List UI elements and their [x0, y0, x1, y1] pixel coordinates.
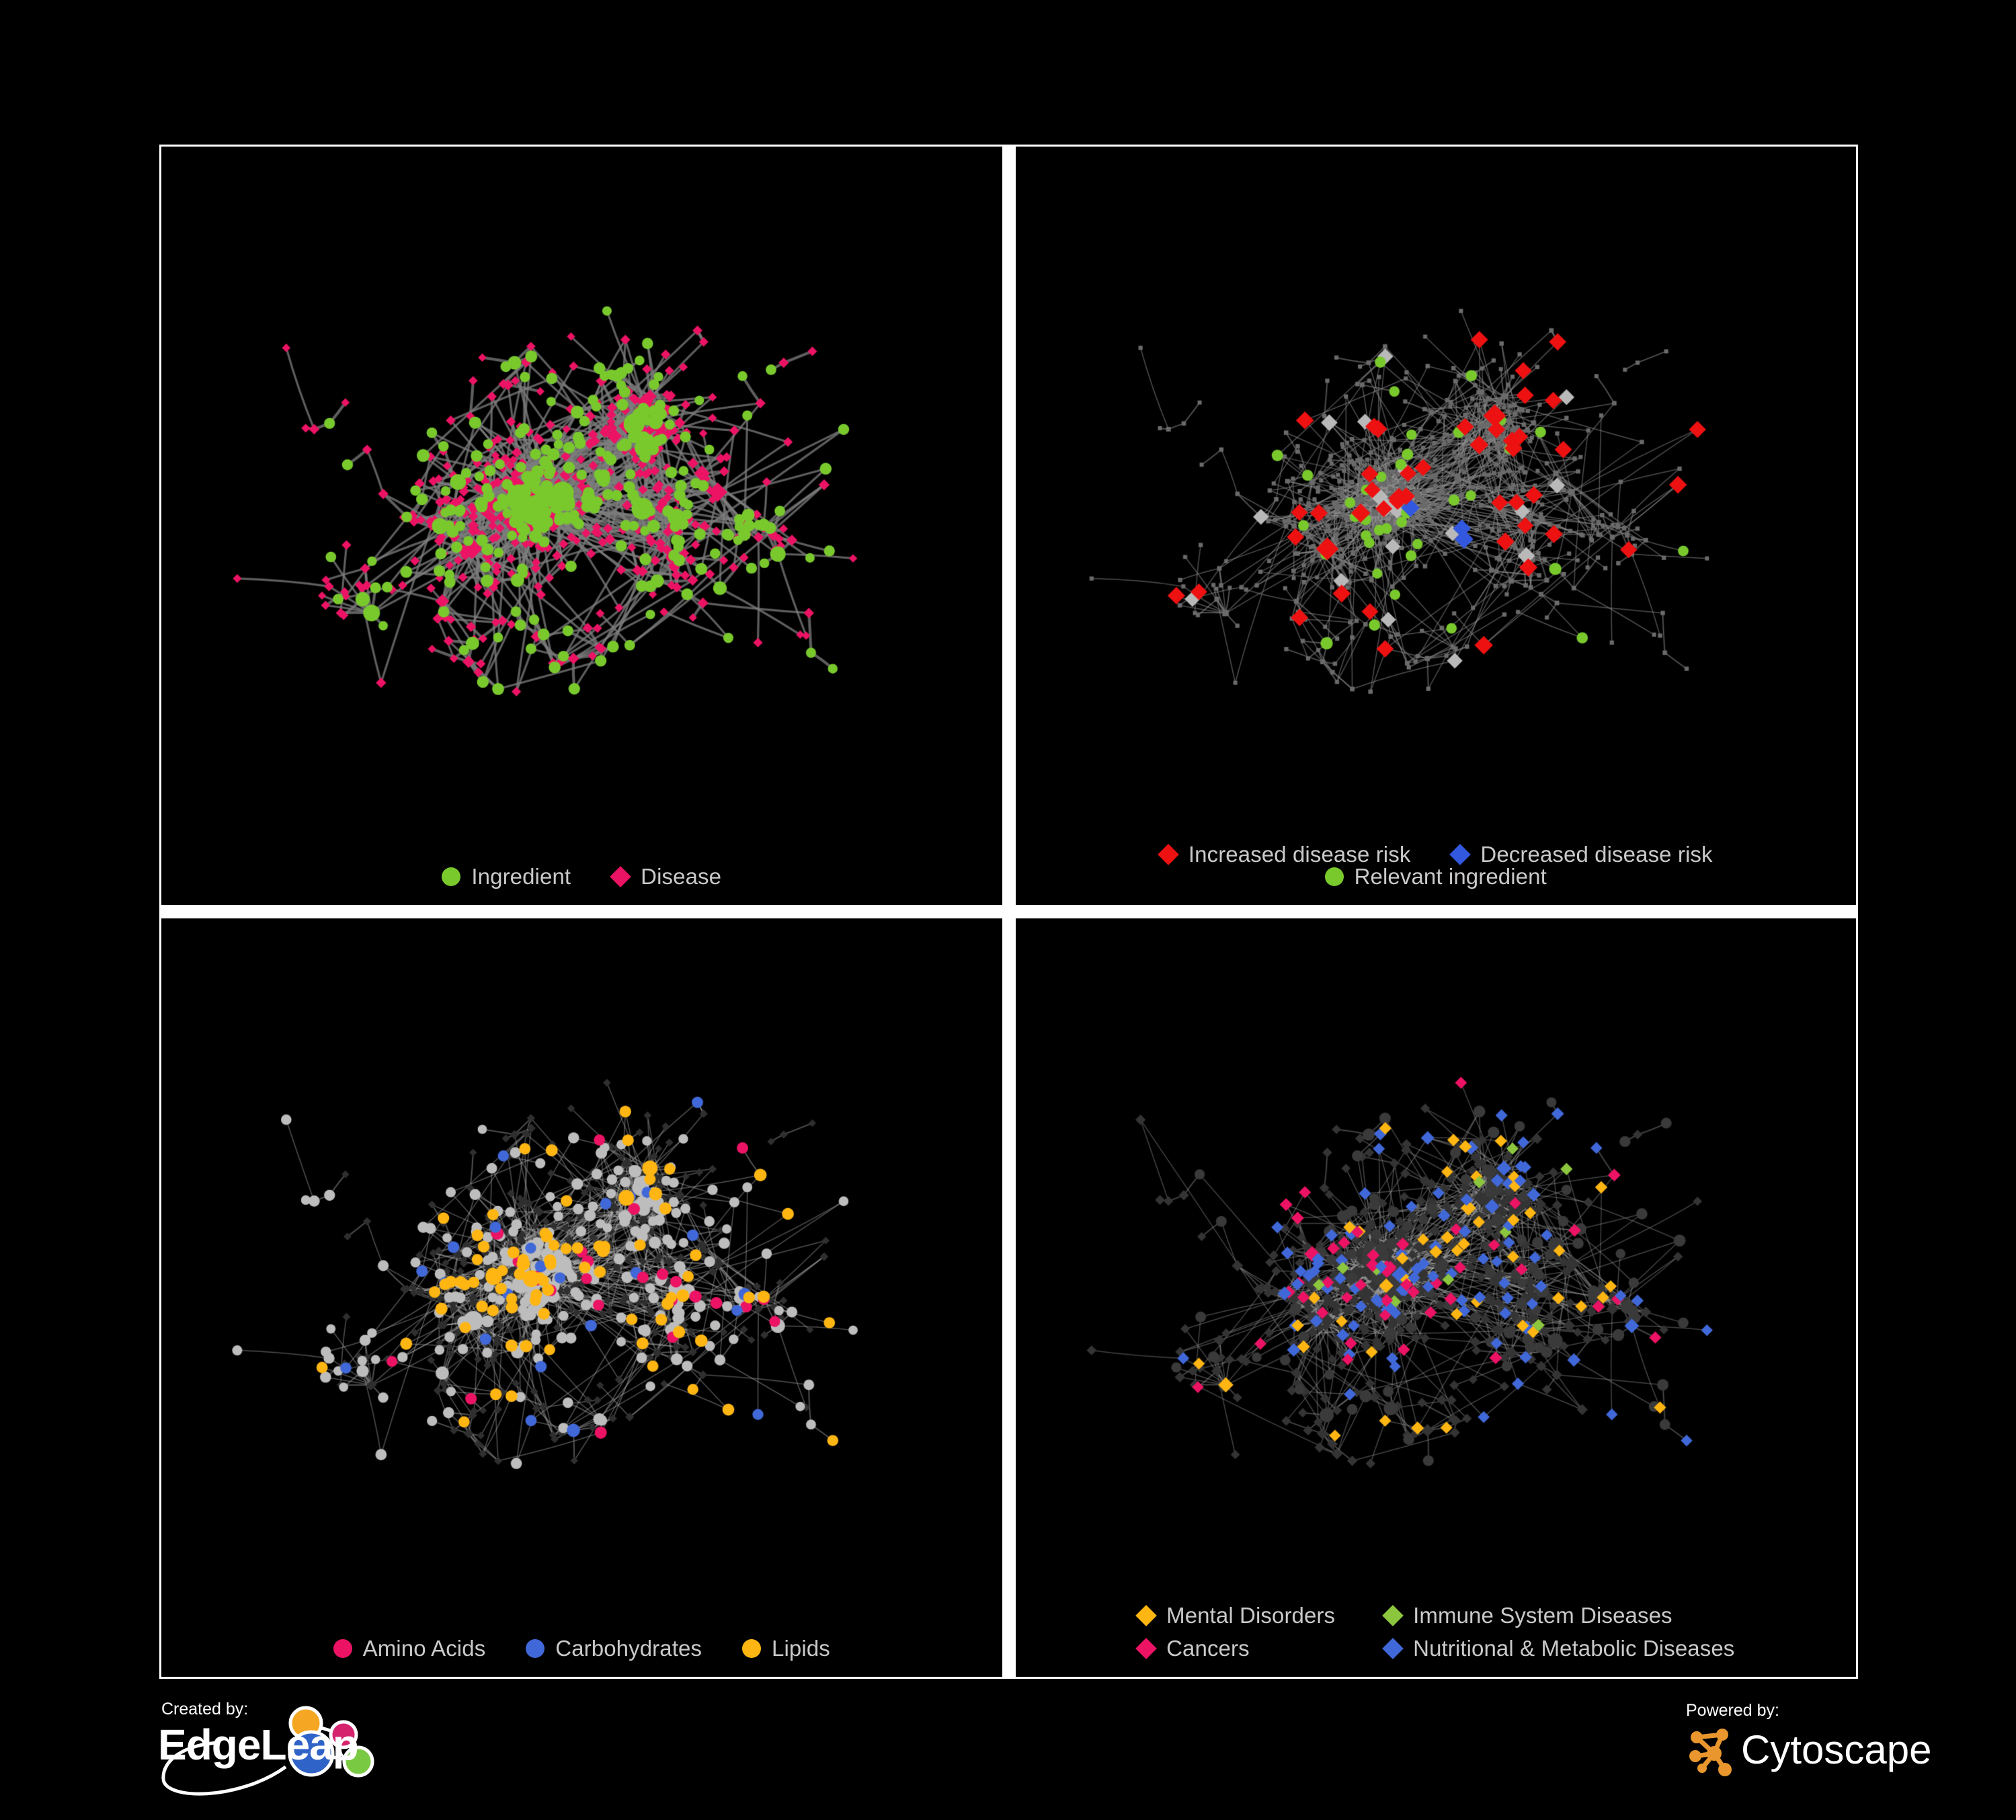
- network-canvas-2[interactable]: [1015, 147, 1856, 905]
- edgeleap-logo[interactable]: Created by: EdgeLeap: [158, 1700, 440, 1801]
- edgeleap-created-by-label: Created by:: [161, 1700, 249, 1718]
- panel-ingredient-class[interactable]: Amino Acids Carbohydrates Lipids: [159, 916, 1004, 1679]
- cytoscape-logo[interactable]: Powered by: Cytoscape: [1674, 1701, 1983, 1795]
- panel-disease-class[interactable]: Mental Disorders Immune System Diseases …: [1013, 916, 1858, 1679]
- edgeleap-wordmark: EdgeLeap: [158, 1720, 359, 1769]
- cytoscape-wordmark: Cytoscape: [1741, 1727, 1932, 1772]
- network-canvas-1[interactable]: [161, 147, 1002, 905]
- cytoscape-powered-by-label: Powered by:: [1686, 1701, 1779, 1720]
- cytoscape-node-graph-icon: [1689, 1729, 1732, 1776]
- network-canvas-3[interactable]: [161, 918, 1002, 1677]
- edgeleap-node-graph-icon: [161, 1706, 374, 1796]
- panel-disease-risk[interactable]: Increased disease risk Decreased disease…: [1013, 145, 1858, 907]
- panel-grid: Ingredient Disease Increased disease ris…: [159, 145, 1858, 1679]
- panel-ingredient-disease[interactable]: Ingredient Disease: [159, 145, 1004, 907]
- network-canvas-4[interactable]: [1015, 918, 1856, 1677]
- figure-footer: Created by: EdgeLeap Powered by:: [0, 1681, 2016, 1820]
